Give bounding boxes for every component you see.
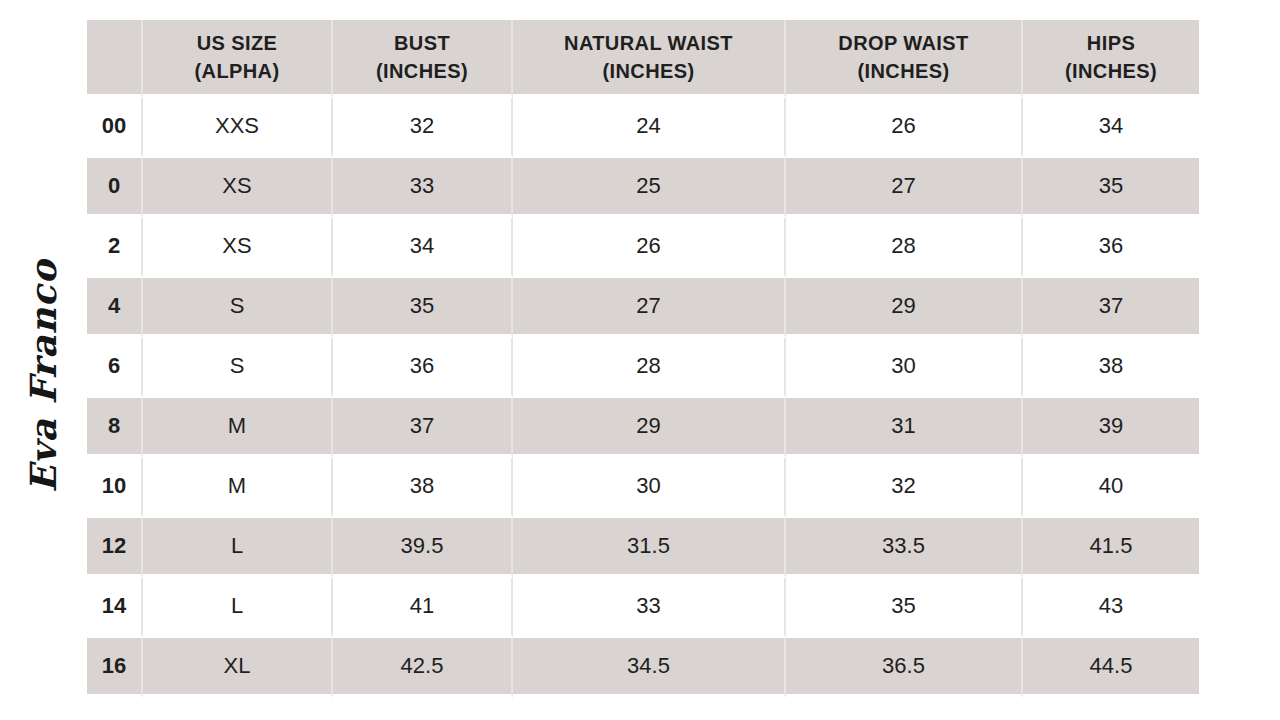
header-hips-line2: (INCHES) xyxy=(1023,57,1199,85)
table-row: 6S36283038 xyxy=(87,338,1199,398)
cell-us-size: 10 xyxy=(87,458,143,518)
table-row: 4S35272937 xyxy=(87,278,1199,338)
table-row: 00XXS32242634 xyxy=(87,98,1199,158)
cell-natural-waist: 27 xyxy=(513,278,786,338)
cell-natural-waist: 29 xyxy=(513,398,786,458)
header-drop-waist-line2: (INCHES) xyxy=(786,57,1021,85)
cell-bust: 32 xyxy=(333,98,513,158)
table-row: 12L39.531.533.541.5 xyxy=(87,518,1199,578)
cell-natural-waist: 25 xyxy=(513,158,786,218)
cell-drop-waist: 29 xyxy=(786,278,1023,338)
cell-bust: 34 xyxy=(333,218,513,278)
cell-natural-waist: 26 xyxy=(513,218,786,278)
cell-alpha: XL xyxy=(143,638,333,698)
cell-bust: 33 xyxy=(333,158,513,218)
cell-alpha: M xyxy=(143,458,333,518)
cell-drop-waist: 33.5 xyxy=(786,518,1023,578)
cell-bust: 36 xyxy=(333,338,513,398)
cell-us-size: 6 xyxy=(87,338,143,398)
cell-us-size: 00 xyxy=(87,98,143,158)
cell-drop-waist: 26 xyxy=(786,98,1023,158)
cell-bust: 39.5 xyxy=(333,518,513,578)
cell-bust: 41 xyxy=(333,578,513,638)
cell-hips: 36 xyxy=(1023,218,1199,278)
header-us-size-line2: (ALPHA) xyxy=(143,57,331,85)
cell-drop-waist: 27 xyxy=(786,158,1023,218)
cell-hips: 35 xyxy=(1023,158,1199,218)
header-bust-line1: BUST xyxy=(333,29,511,57)
cell-hips: 40 xyxy=(1023,458,1199,518)
cell-natural-waist: 33 xyxy=(513,578,786,638)
cell-hips: 39 xyxy=(1023,398,1199,458)
size-chart-table: US SIZE (ALPHA) BUST (INCHES) NATURAL WA… xyxy=(87,20,1199,698)
cell-us-size: 8 xyxy=(87,398,143,458)
header-cell-natural-waist: NATURAL WAIST (INCHES) xyxy=(513,20,786,98)
cell-drop-waist: 30 xyxy=(786,338,1023,398)
cell-us-size: 2 xyxy=(87,218,143,278)
eva-franco-logo: Eva Franco xyxy=(22,259,64,493)
cell-alpha: S xyxy=(143,278,333,338)
table-row: 10M38303240 xyxy=(87,458,1199,518)
header-cell-hips: HIPS (INCHES) xyxy=(1023,20,1199,98)
header-cell-drop-waist: DROP WAIST (INCHES) xyxy=(786,20,1023,98)
header-drop-waist-line1: DROP WAIST xyxy=(786,29,1021,57)
cell-alpha: L xyxy=(143,578,333,638)
table-row: 16XL42.534.536.544.5 xyxy=(87,638,1199,698)
header-natural-waist-line2: (INCHES) xyxy=(513,57,784,85)
cell-drop-waist: 28 xyxy=(786,218,1023,278)
cell-alpha: XS xyxy=(143,218,333,278)
table-row: 14L41333543 xyxy=(87,578,1199,638)
cell-natural-waist: 28 xyxy=(513,338,786,398)
cell-us-size: 4 xyxy=(87,278,143,338)
cell-natural-waist: 34.5 xyxy=(513,638,786,698)
cell-alpha: M xyxy=(143,398,333,458)
cell-hips: 44.5 xyxy=(1023,638,1199,698)
header-cell-bust: BUST (INCHES) xyxy=(333,20,513,98)
table-body: 00XXS322426340XS332527352XS342628364S352… xyxy=(87,98,1199,698)
size-chart: US SIZE (ALPHA) BUST (INCHES) NATURAL WA… xyxy=(87,20,1199,698)
cell-bust: 35 xyxy=(333,278,513,338)
table-row: 0XS33252735 xyxy=(87,158,1199,218)
cell-us-size: 14 xyxy=(87,578,143,638)
header-cell-us-size: US SIZE (ALPHA) xyxy=(143,20,333,98)
cell-us-size: 12 xyxy=(87,518,143,578)
cell-natural-waist: 30 xyxy=(513,458,786,518)
cell-drop-waist: 35 xyxy=(786,578,1023,638)
cell-natural-waist: 24 xyxy=(513,98,786,158)
cell-hips: 43 xyxy=(1023,578,1199,638)
cell-hips: 34 xyxy=(1023,98,1199,158)
cell-alpha: S xyxy=(143,338,333,398)
header-natural-waist-line1: NATURAL WAIST xyxy=(513,29,784,57)
cell-drop-waist: 32 xyxy=(786,458,1023,518)
header-bust-line2: (INCHES) xyxy=(333,57,511,85)
cell-drop-waist: 36.5 xyxy=(786,638,1023,698)
header-us-size-line1: US SIZE xyxy=(143,29,331,57)
table-row: 8M37293139 xyxy=(87,398,1199,458)
header-row: US SIZE (ALPHA) BUST (INCHES) NATURAL WA… xyxy=(87,20,1199,98)
cell-hips: 37 xyxy=(1023,278,1199,338)
cell-alpha: XS xyxy=(143,158,333,218)
cell-alpha: L xyxy=(143,518,333,578)
header-hips-line1: HIPS xyxy=(1023,29,1199,57)
cell-us-size: 16 xyxy=(87,638,143,698)
cell-bust: 37 xyxy=(333,398,513,458)
cell-us-size: 0 xyxy=(87,158,143,218)
cell-drop-waist: 31 xyxy=(786,398,1023,458)
header-cell-corner xyxy=(87,20,143,98)
table-row: 2XS34262836 xyxy=(87,218,1199,278)
cell-hips: 41.5 xyxy=(1023,518,1199,578)
cell-hips: 38 xyxy=(1023,338,1199,398)
logo-text: Eva Franco xyxy=(22,259,64,493)
cell-alpha: XXS xyxy=(143,98,333,158)
size-chart-page: Eva Franco US SIZE (ALPHA) xyxy=(0,0,1280,720)
cell-natural-waist: 31.5 xyxy=(513,518,786,578)
cell-bust: 42.5 xyxy=(333,638,513,698)
cell-bust: 38 xyxy=(333,458,513,518)
